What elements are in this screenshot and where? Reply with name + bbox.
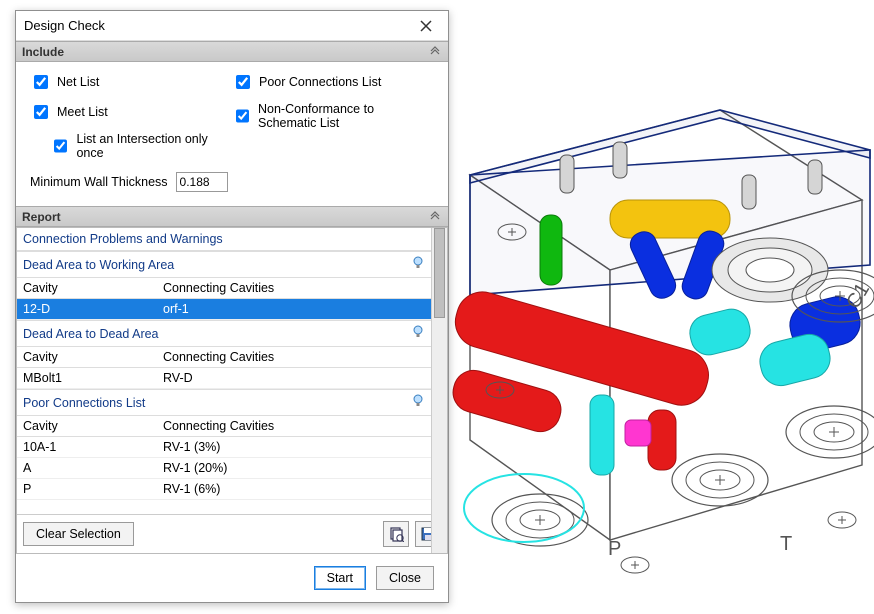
col-header: Connecting Cavities — [157, 278, 431, 298]
include-header[interactable]: Include — [16, 41, 448, 62]
report-section-heading[interactable]: Poor Connections List — [17, 389, 431, 416]
table-row[interactable]: ARV-1 (20%) — [17, 458, 431, 479]
lightbulb-icon[interactable] — [411, 394, 425, 411]
scrollbar-thumb[interactable] — [434, 228, 445, 318]
checkbox-input[interactable] — [236, 75, 250, 89]
lightbulb-icon[interactable] — [411, 256, 425, 273]
start-button[interactable]: Start — [314, 566, 366, 590]
dialog-footer: Start Close — [16, 554, 448, 602]
checkbox-input[interactable] — [236, 109, 249, 123]
collapse-icon — [428, 210, 442, 227]
cell-cavity: 10A-1 — [17, 437, 157, 457]
checkbox-meet-list[interactable]: Meet List — [30, 102, 232, 122]
col-header: Connecting Cavities — [157, 416, 431, 436]
checkbox-input[interactable] — [54, 139, 67, 153]
report-header[interactable]: Report — [16, 206, 448, 227]
scrollbar[interactable] — [431, 228, 447, 553]
checkbox-label: Net List — [57, 75, 99, 89]
section-title: Dead Area to Dead Area — [23, 327, 159, 341]
table-header: CavityConnecting Cavities — [17, 416, 431, 437]
table-row[interactable]: 12-Dorf-1 — [17, 299, 431, 320]
close-icon[interactable] — [412, 15, 440, 37]
col-header: Connecting Cavities — [157, 347, 431, 367]
report-panel: Connection Problems and Warnings Dead Ar… — [16, 227, 448, 554]
svg-text:P: P — [608, 538, 621, 560]
cell-connecting: RV-1 (20%) — [157, 458, 431, 478]
cell-connecting: RV-D — [157, 368, 431, 388]
checkbox-nonconformance[interactable]: Non-Conformance to Schematic List — [232, 102, 434, 130]
cell-connecting: RV-1 (6%) — [157, 479, 431, 499]
cell-cavity: 12-D — [17, 299, 157, 319]
heading-text: Connection Problems and Warnings — [23, 232, 223, 246]
section-title: Dead Area to Working Area — [23, 258, 174, 272]
design-check-dialog: Design Check Include Net List Meet List — [15, 10, 449, 603]
report-section-heading[interactable]: Dead Area to Working Area — [17, 251, 431, 278]
min-wall-thickness-input[interactable] — [176, 172, 228, 192]
checkbox-label: Meet List — [57, 105, 108, 119]
checkbox-label: List an Intersection only once — [76, 132, 232, 160]
report-main-heading: Connection Problems and Warnings — [17, 228, 431, 251]
table-header: CavityConnecting Cavities — [17, 347, 431, 368]
report-header-label: Report — [22, 210, 61, 224]
min-wall-thickness-label: Minimum Wall Thickness — [30, 175, 168, 189]
table-header: CavityConnecting Cavities — [17, 278, 431, 299]
col-header: Cavity — [17, 416, 157, 436]
checkbox-input[interactable] — [34, 75, 48, 89]
col-header: Cavity — [17, 347, 157, 367]
table-row[interactable]: PRV-1 (6%) — [17, 479, 431, 500]
cell-cavity: P — [17, 479, 157, 499]
copy-icon[interactable] — [383, 521, 409, 547]
checkbox-poor-connections[interactable]: Poor Connections List — [232, 72, 434, 92]
cell-cavity: A — [17, 458, 157, 478]
checkbox-label: Non-Conformance to Schematic List — [258, 102, 434, 130]
collapse-icon — [428, 45, 442, 62]
table-row[interactable]: 10A-1RV-1 (3%) — [17, 437, 431, 458]
table-row[interactable]: MBolt1RV-D — [17, 368, 431, 389]
report-scroll[interactable]: Connection Problems and Warnings Dead Ar… — [17, 228, 447, 514]
clear-selection-button[interactable]: Clear Selection — [23, 522, 134, 546]
section-title: Poor Connections List — [23, 396, 145, 410]
dialog-title: Design Check — [24, 18, 412, 33]
lightbulb-icon[interactable] — [411, 325, 425, 342]
report-footer: Clear Selection — [17, 514, 447, 553]
cell-cavity: MBolt1 — [17, 368, 157, 388]
checkbox-intersection-once[interactable]: List an Intersection only once — [50, 132, 232, 160]
checkbox-input[interactable] — [34, 105, 48, 119]
cell-connecting: orf-1 — [157, 299, 431, 319]
checkbox-net-list[interactable]: Net List — [30, 72, 232, 92]
include-panel: Net List Meet List List an Intersection … — [16, 62, 448, 206]
titlebar[interactable]: Design Check — [16, 11, 448, 41]
svg-text:T: T — [780, 533, 792, 555]
include-header-label: Include — [22, 45, 64, 59]
close-button[interactable]: Close — [376, 566, 434, 590]
checkbox-label: Poor Connections List — [259, 75, 381, 89]
report-section-heading[interactable]: Dead Area to Dead Area — [17, 320, 431, 347]
cell-connecting: RV-1 (3%) — [157, 437, 431, 457]
col-header: Cavity — [17, 278, 157, 298]
